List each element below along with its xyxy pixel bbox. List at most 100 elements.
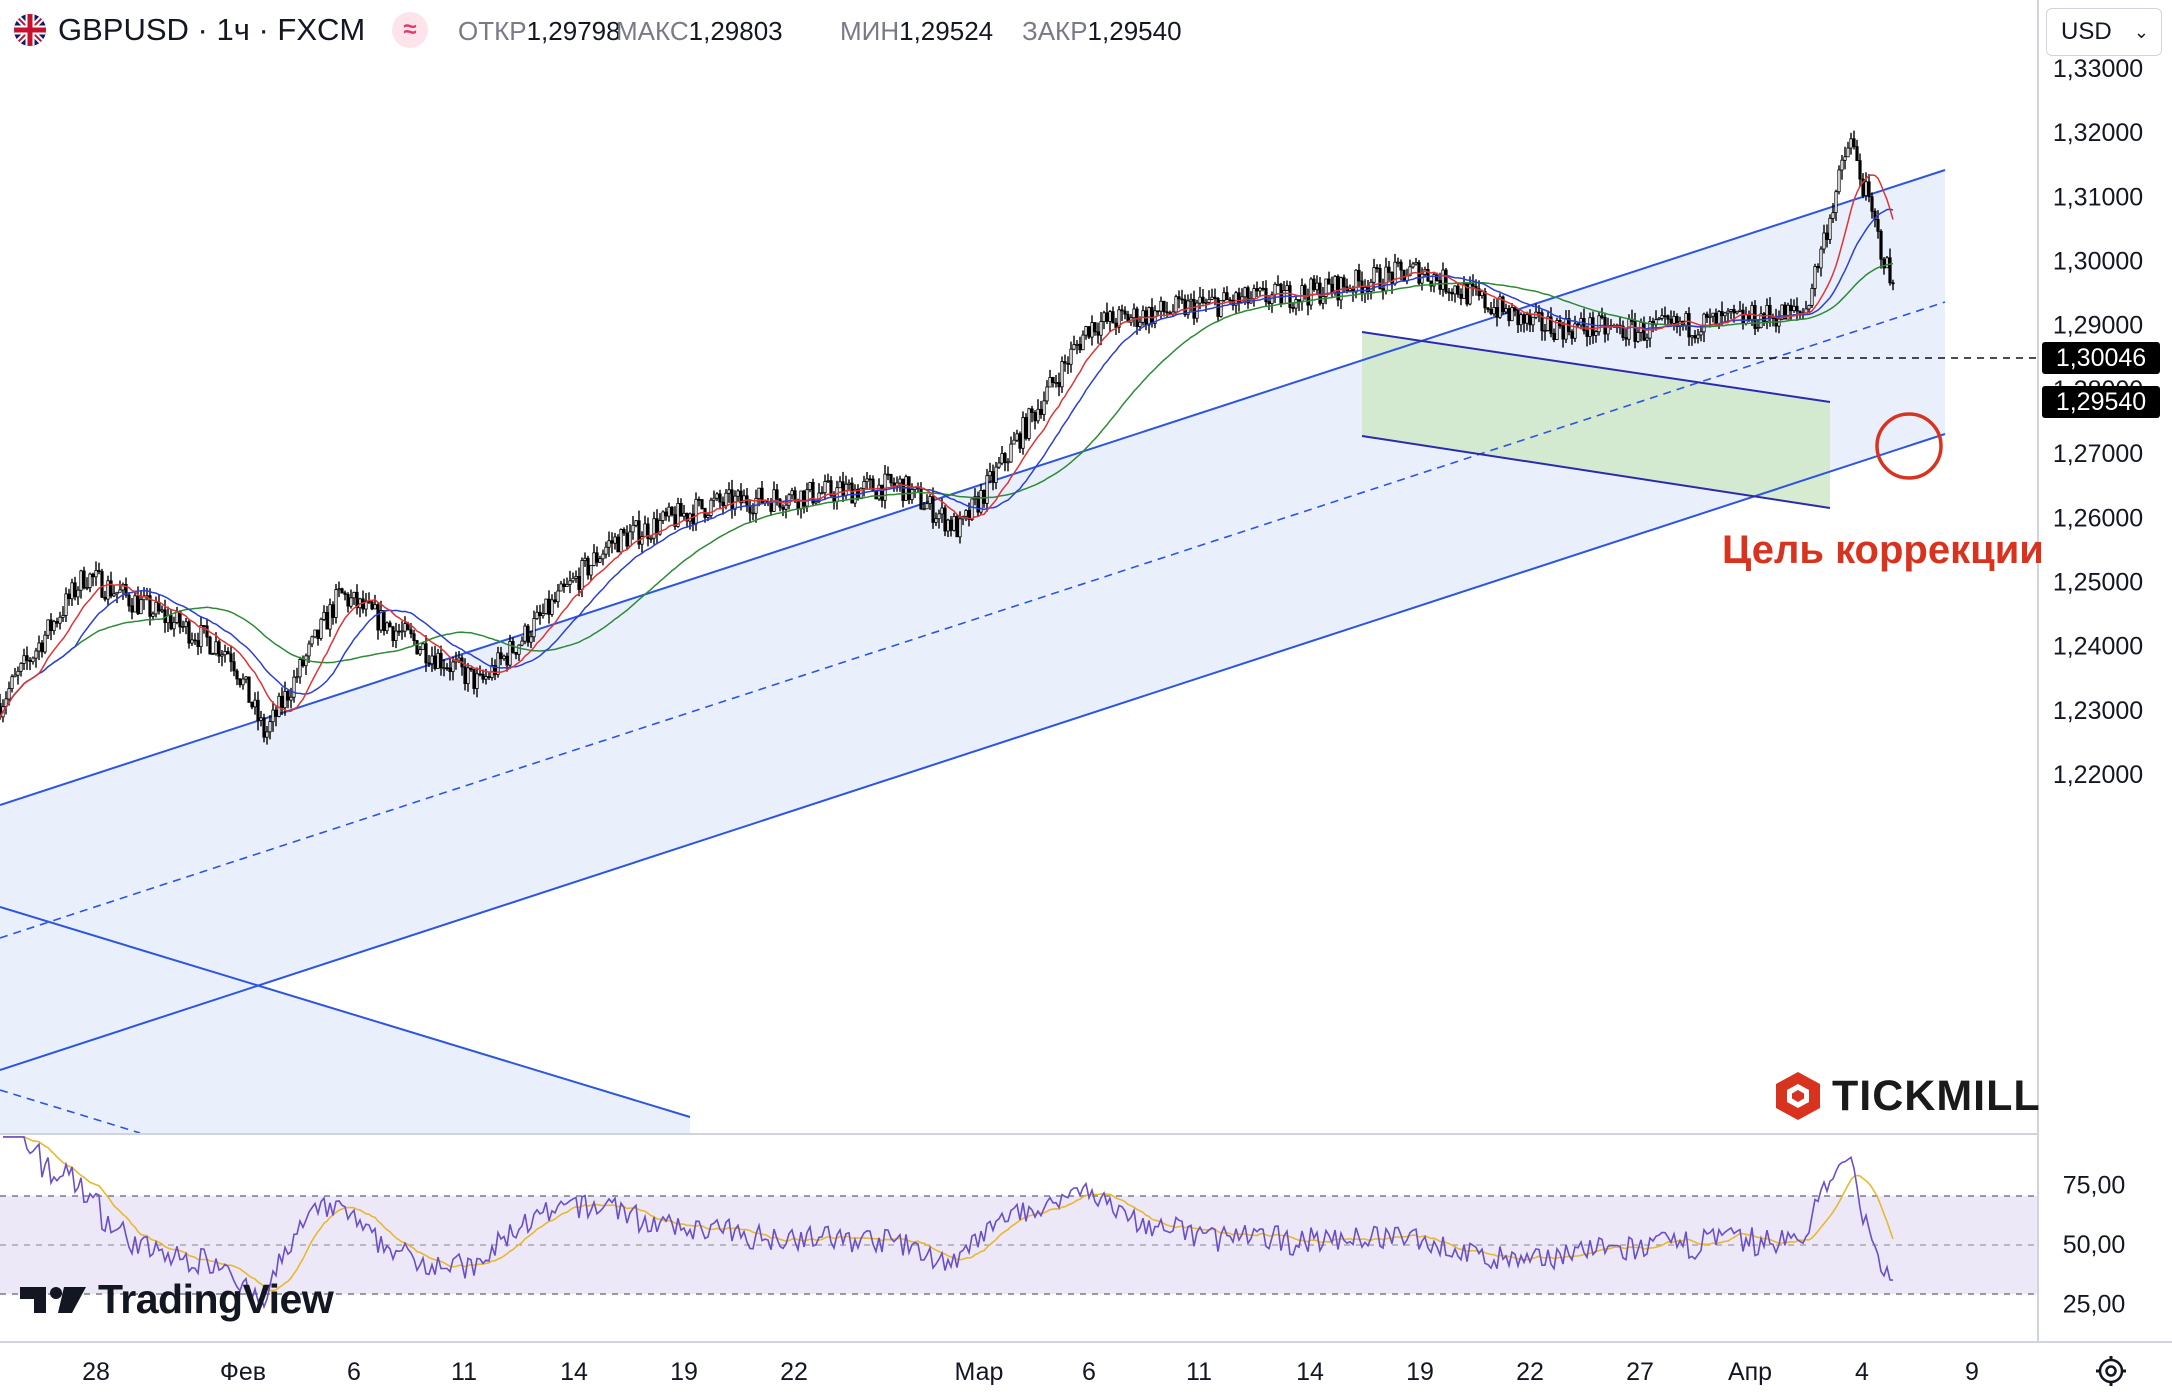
candle-body [217,641,221,657]
candle-body [715,493,719,499]
candle-body [451,661,455,672]
candle-body [742,495,746,504]
candle-body [1573,323,1577,339]
candle-body [583,557,587,561]
candle-body [874,490,878,500]
channel-upper-line[interactable] [0,169,1946,806]
time-tick-label: Апр [1728,1358,1772,1386]
channel-mid-line[interactable] [0,301,1946,939]
candle-body [958,518,962,538]
candle-body [433,655,437,669]
candle-body [649,537,653,540]
candle-body [1456,285,1460,295]
candle-body [349,597,353,607]
candle-body [1642,321,1646,341]
candle-body [1870,196,1874,212]
candle-body [1519,314,1523,326]
candle-body [1309,278,1313,306]
price-tick-label: 1,23000 [2053,697,2143,725]
candle-body [1591,317,1595,336]
candle-body [337,588,341,591]
candle-body [532,618,536,638]
candle-body [637,520,641,545]
candle-body [886,473,890,476]
candle-body [1507,308,1511,322]
candle-body [1243,287,1247,298]
candle-body [1702,313,1706,333]
down-channel-mid-line[interactable] [0,1089,141,1133]
candle-body [1159,300,1163,312]
candle-body [811,481,815,504]
symbol-title[interactable]: GBPUSD · 1ч · FXCM [58,12,366,47]
candle-body [1258,287,1262,292]
candle-body [1465,283,1469,305]
candle-body [244,676,248,680]
flag-lower-line[interactable] [1361,435,1831,509]
candle-body [106,580,110,600]
candle-body [577,576,581,590]
rsi-tick-label: 75,00 [2063,1172,2126,1200]
time-axis[interactable]: 28 Фев 6 11 14 19 22 Мар 6 11 14 19 22 27 Апр 4 9 [82,1358,1979,1386]
candle-body [445,667,449,670]
candle-body [1726,310,1730,314]
rsi-axis[interactable]: 75,00 50,00 25,00 [2063,1172,2126,1319]
candle-body [22,655,26,664]
channel-lower-line[interactable] [0,433,1946,1071]
candle-body [274,709,278,717]
candle-body [1570,331,1574,339]
candle-body [517,644,521,655]
candle-body [1006,461,1010,464]
candle-body [1792,305,1796,311]
candle-body [1150,307,1154,324]
candle-body [1540,312,1544,332]
candle-body [994,466,998,483]
candle-body [1213,296,1217,299]
candle-body [1576,323,1580,326]
candle-body [610,540,614,544]
candle-body [979,489,983,513]
candle-body [1315,282,1319,291]
candle-body [355,591,359,609]
time-tick-label: 4 [1855,1358,1869,1386]
indicator-wave-icon[interactable]: ≈ [392,12,428,48]
target-circle[interactable] [1875,412,1943,480]
candle-body [922,508,926,511]
candle-body [562,583,566,587]
candle-body [1759,313,1763,328]
candle-body [1861,178,1865,197]
candle-body [592,552,596,566]
candle-body [418,649,422,655]
candle-body [1504,308,1508,313]
candle-body [7,688,11,700]
price-axis[interactable]: 1,330001,320001,310001,300001,290001,280… [2053,55,2143,789]
settings-gear-icon[interactable] [2094,1354,2128,1388]
candle-body [1840,159,1844,171]
currency-select[interactable]: USD ⌄ [2046,8,2162,56]
candle-body [1201,296,1205,304]
candle-body [940,507,944,515]
candle-body [1336,275,1340,301]
candle-body [514,652,518,655]
candle-body [1132,308,1136,319]
candle-body [1843,156,1847,161]
candle-body [271,709,275,723]
candle-body [883,473,887,501]
candle-body [1093,322,1097,333]
candle-body [970,498,974,521]
ohlc-open: ОТКР1,29798 [458,16,621,46]
candle-body [67,593,71,600]
candle-body [1078,343,1082,351]
flag-upper-line[interactable] [1361,331,1831,403]
candle-body [1795,305,1799,312]
candle-body [625,532,629,547]
price-tick-label: 1,27000 [2053,440,2143,468]
down-channel-upper-line[interactable] [0,906,691,1118]
candle-body [400,630,404,633]
candle-body [1753,305,1757,329]
candle-body [1219,300,1223,317]
candle-body [931,496,935,523]
candle-body [808,481,812,490]
candle-body [124,584,128,596]
candle-body [1813,266,1817,289]
